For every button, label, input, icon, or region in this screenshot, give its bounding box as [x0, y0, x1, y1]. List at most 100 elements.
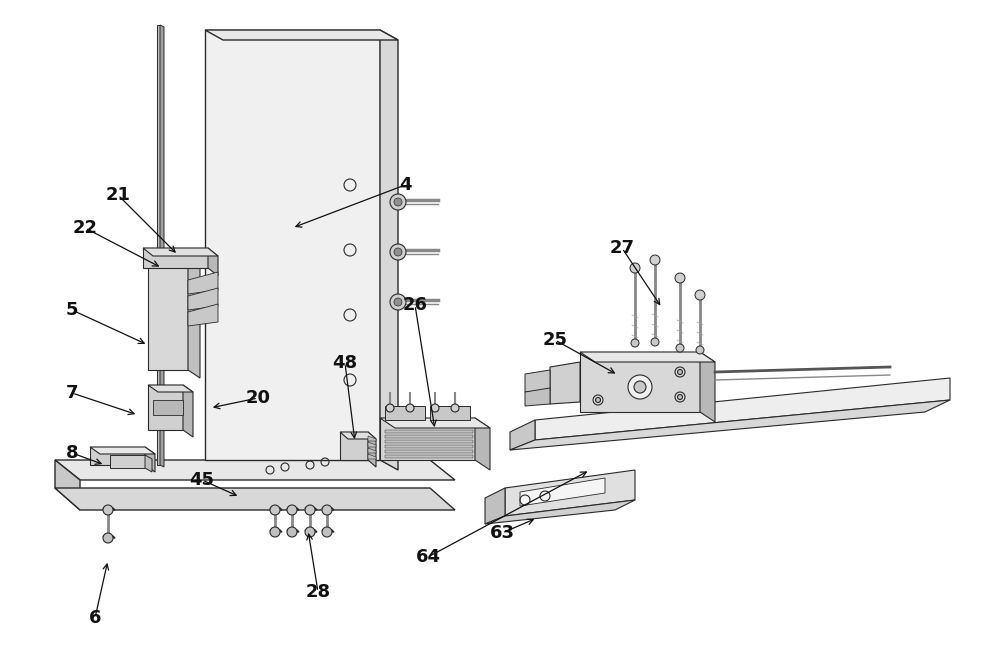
Polygon shape	[287, 530, 299, 532]
Circle shape	[394, 248, 402, 256]
Text: 8: 8	[66, 444, 78, 462]
Polygon shape	[385, 445, 473, 448]
Polygon shape	[510, 400, 950, 450]
Polygon shape	[380, 418, 490, 428]
Circle shape	[675, 273, 685, 283]
Text: 48: 48	[332, 354, 358, 372]
Polygon shape	[205, 30, 398, 40]
Polygon shape	[368, 436, 376, 441]
Polygon shape	[322, 530, 334, 532]
Text: 22: 22	[72, 219, 98, 237]
Circle shape	[305, 527, 315, 537]
Circle shape	[390, 294, 406, 310]
Circle shape	[596, 397, 600, 403]
Polygon shape	[475, 418, 490, 470]
Polygon shape	[550, 362, 580, 404]
Text: 28: 28	[305, 583, 331, 601]
Circle shape	[676, 344, 684, 352]
Polygon shape	[188, 272, 218, 294]
Circle shape	[322, 527, 332, 537]
Text: 5: 5	[66, 301, 78, 319]
Polygon shape	[157, 25, 160, 465]
Polygon shape	[90, 447, 155, 454]
Circle shape	[103, 533, 113, 543]
Polygon shape	[368, 442, 376, 447]
Text: 20: 20	[246, 389, 270, 407]
Polygon shape	[208, 248, 218, 276]
Polygon shape	[385, 440, 473, 443]
Polygon shape	[580, 352, 700, 412]
Polygon shape	[368, 448, 376, 453]
Polygon shape	[505, 470, 635, 516]
Text: 27: 27	[610, 239, 635, 257]
Polygon shape	[305, 530, 317, 532]
Circle shape	[270, 527, 280, 537]
Text: 45: 45	[190, 471, 214, 489]
Text: 21: 21	[106, 186, 130, 204]
Polygon shape	[143, 248, 208, 268]
Polygon shape	[160, 25, 164, 467]
Polygon shape	[322, 508, 334, 510]
Circle shape	[431, 404, 439, 412]
Circle shape	[631, 339, 639, 347]
Polygon shape	[535, 378, 950, 440]
Circle shape	[386, 404, 394, 412]
Polygon shape	[380, 418, 475, 460]
Polygon shape	[385, 450, 473, 453]
Circle shape	[650, 255, 660, 265]
Polygon shape	[368, 432, 376, 467]
Circle shape	[394, 198, 402, 206]
Polygon shape	[380, 30, 398, 470]
Polygon shape	[153, 400, 183, 415]
Circle shape	[651, 338, 659, 346]
Circle shape	[406, 404, 414, 412]
Text: 7: 7	[66, 384, 78, 402]
Circle shape	[696, 346, 704, 354]
Polygon shape	[287, 508, 299, 510]
Circle shape	[390, 244, 406, 260]
Circle shape	[628, 375, 652, 399]
Polygon shape	[143, 248, 218, 256]
Text: 26: 26	[402, 296, 428, 314]
Polygon shape	[340, 432, 368, 460]
Circle shape	[103, 505, 113, 515]
Circle shape	[287, 527, 297, 537]
Polygon shape	[145, 455, 152, 472]
Polygon shape	[103, 508, 115, 510]
Polygon shape	[485, 500, 635, 524]
Polygon shape	[55, 488, 455, 510]
Polygon shape	[520, 478, 605, 506]
Text: 4: 4	[399, 176, 411, 194]
Polygon shape	[55, 460, 80, 510]
Text: 63: 63	[490, 524, 514, 542]
Polygon shape	[525, 388, 550, 406]
Polygon shape	[270, 530, 282, 532]
Polygon shape	[183, 385, 193, 437]
Polygon shape	[385, 430, 473, 433]
Circle shape	[678, 395, 682, 399]
Polygon shape	[525, 370, 550, 392]
Circle shape	[695, 290, 705, 300]
Polygon shape	[385, 455, 473, 458]
Polygon shape	[188, 304, 218, 326]
Polygon shape	[188, 288, 218, 310]
Polygon shape	[148, 260, 188, 370]
Circle shape	[322, 505, 332, 515]
Circle shape	[390, 194, 406, 210]
Polygon shape	[148, 260, 200, 268]
Polygon shape	[188, 260, 200, 378]
Polygon shape	[385, 406, 425, 420]
Polygon shape	[110, 455, 145, 468]
Circle shape	[287, 505, 297, 515]
Circle shape	[195, 305, 205, 315]
Circle shape	[270, 505, 280, 515]
Polygon shape	[485, 488, 505, 524]
Polygon shape	[510, 420, 535, 450]
Text: 6: 6	[89, 609, 101, 627]
Polygon shape	[145, 447, 155, 472]
Polygon shape	[385, 435, 473, 438]
Circle shape	[451, 404, 459, 412]
Circle shape	[394, 298, 402, 306]
Polygon shape	[368, 454, 376, 459]
Polygon shape	[270, 508, 282, 510]
